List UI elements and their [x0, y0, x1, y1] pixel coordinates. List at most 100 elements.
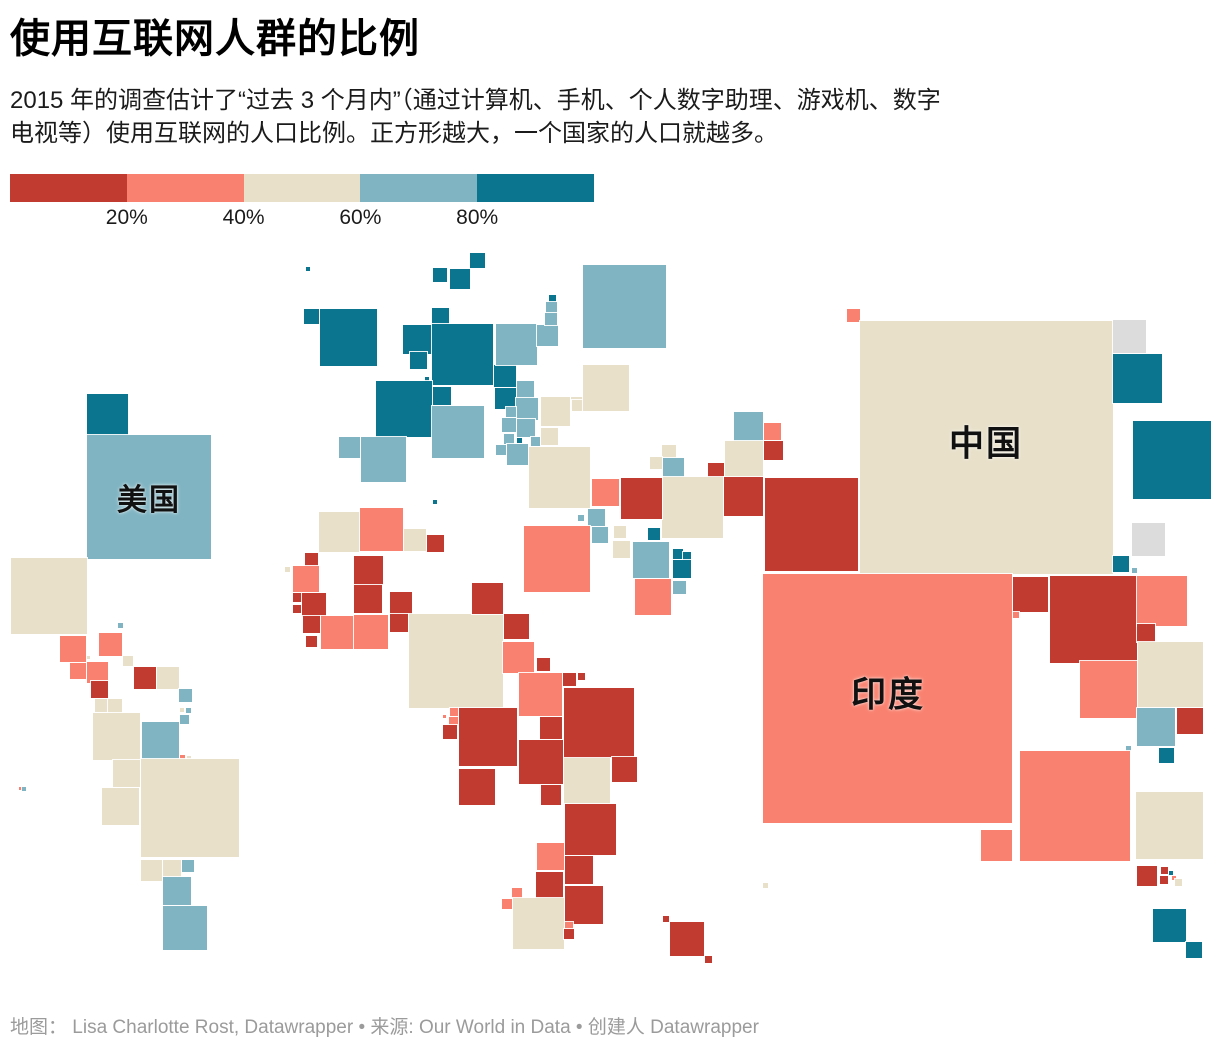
country-square[interactable] — [517, 381, 534, 398]
country-square[interactable] — [443, 715, 446, 718]
country-square[interactable] — [1133, 421, 1211, 499]
country-square[interactable] — [108, 699, 122, 713]
country-square[interactable] — [354, 585, 382, 613]
country-square[interactable] — [339, 437, 360, 458]
country-square[interactable] — [578, 673, 585, 680]
country-square[interactable] — [99, 633, 122, 656]
country-square[interactable] — [564, 688, 634, 758]
country-square[interactable] — [565, 922, 573, 930]
country-square[interactable] — [87, 394, 128, 435]
country-square[interactable] — [1175, 879, 1182, 886]
country-square[interactable] — [432, 406, 484, 458]
country-square[interactable] — [662, 445, 676, 459]
country-square[interactable] — [536, 872, 563, 899]
country-square[interactable] — [673, 549, 683, 559]
country-square[interactable] — [633, 542, 669, 578]
country-square[interactable] — [663, 458, 684, 479]
country-square[interactable] — [118, 623, 123, 628]
country-square[interactable] — [648, 528, 660, 540]
country-square[interactable] — [613, 541, 630, 558]
country-square[interactable] — [472, 583, 503, 614]
country-square[interactable] — [93, 713, 140, 760]
country-square[interactable] — [860, 321, 1113, 574]
country-square[interactable] — [142, 722, 179, 759]
country-square[interactable] — [683, 552, 691, 560]
country-square[interactable] — [612, 757, 637, 782]
country-square[interactable] — [583, 365, 629, 411]
country-square[interactable] — [70, 663, 86, 679]
country-square[interactable] — [60, 636, 86, 662]
country-square[interactable] — [1138, 642, 1203, 707]
country-square[interactable] — [504, 434, 514, 444]
country-square[interactable] — [662, 477, 723, 538]
country-square[interactable] — [87, 662, 108, 683]
country-square[interactable] — [180, 708, 184, 712]
country-square[interactable] — [22, 787, 26, 791]
country-square[interactable] — [293, 593, 302, 602]
country-square[interactable] — [1159, 748, 1174, 763]
country-square[interactable] — [319, 512, 359, 552]
country-square[interactable] — [1126, 746, 1131, 751]
country-square[interactable] — [1172, 876, 1176, 880]
country-square[interactable] — [495, 388, 516, 409]
country-square[interactable] — [390, 592, 412, 614]
country-square[interactable] — [163, 860, 181, 878]
country-square[interactable] — [546, 302, 557, 313]
country-square[interactable] — [91, 681, 108, 698]
country-square[interactable] — [541, 428, 558, 445]
country-square[interactable] — [537, 658, 550, 671]
country-square[interactable] — [354, 556, 383, 585]
country-square[interactable] — [19, 787, 22, 790]
country-square[interactable] — [427, 535, 444, 552]
country-square[interactable] — [549, 295, 556, 302]
country-square[interactable] — [141, 860, 162, 881]
country-square[interactable] — [635, 579, 671, 615]
country-square[interactable] — [459, 708, 517, 766]
country-square[interactable] — [1137, 708, 1175, 746]
country-square[interactable] — [663, 916, 669, 922]
country-square[interactable] — [1113, 320, 1146, 353]
country-square[interactable] — [763, 883, 768, 888]
country-square[interactable] — [87, 435, 211, 559]
country-square[interactable] — [592, 527, 608, 543]
country-square[interactable] — [433, 500, 437, 504]
country-square[interactable] — [1013, 577, 1048, 612]
country-square[interactable] — [157, 667, 179, 689]
country-square[interactable] — [1169, 871, 1173, 875]
country-square[interactable] — [734, 412, 763, 441]
country-square[interactable] — [512, 888, 522, 898]
country-square[interactable] — [360, 508, 403, 551]
country-square[interactable] — [321, 616, 354, 649]
country-square[interactable] — [304, 309, 319, 324]
country-square[interactable] — [361, 437, 406, 482]
country-square[interactable] — [180, 715, 189, 724]
country-square[interactable] — [1137, 866, 1157, 886]
country-square[interactable] — [163, 906, 207, 950]
country-square[interactable] — [409, 614, 503, 708]
country-square[interactable] — [503, 642, 534, 673]
country-square[interactable] — [404, 529, 426, 551]
country-square[interactable] — [565, 886, 603, 924]
country-square[interactable] — [537, 843, 564, 870]
country-square[interactable] — [621, 478, 662, 519]
country-square[interactable] — [1080, 661, 1137, 718]
country-square[interactable] — [390, 614, 408, 632]
country-square[interactable] — [507, 444, 528, 465]
country-square[interactable] — [410, 352, 427, 369]
country-square[interactable] — [95, 699, 108, 712]
country-square[interactable] — [306, 267, 310, 271]
country-square[interactable] — [303, 616, 320, 633]
country-square[interactable] — [102, 788, 139, 825]
country-square[interactable] — [354, 615, 388, 649]
country-square[interactable] — [673, 560, 691, 578]
country-square[interactable] — [529, 447, 590, 508]
country-square[interactable] — [182, 860, 194, 872]
country-square[interactable] — [502, 418, 516, 432]
country-square[interactable] — [765, 478, 858, 571]
country-square[interactable] — [459, 769, 495, 805]
country-square[interactable] — [583, 265, 666, 348]
country-square[interactable] — [519, 740, 563, 784]
country-square[interactable] — [564, 758, 610, 804]
country-square[interactable] — [540, 717, 562, 739]
country-square[interactable] — [541, 785, 561, 805]
